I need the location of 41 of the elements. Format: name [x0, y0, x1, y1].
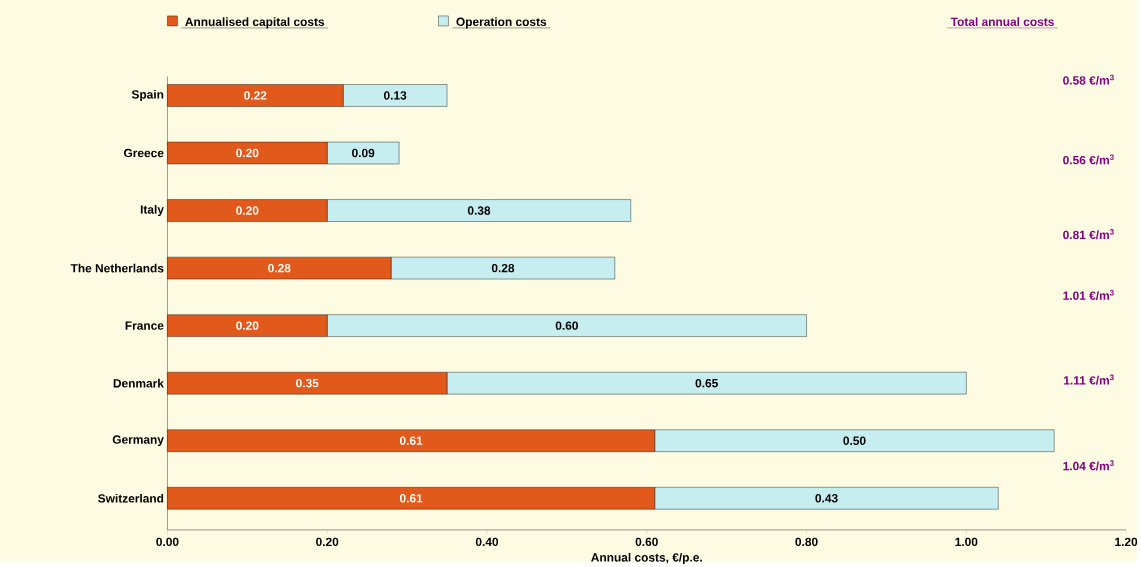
y-tick-label: Germany: [112, 435, 164, 446]
data-label: 0.20: [236, 148, 259, 158]
x-tick-label: 0.00: [156, 537, 179, 546]
data-label: 0.61: [399, 436, 423, 445]
legend-label: Operation costs: [456, 17, 547, 29]
x-tick-label: 0.60: [635, 537, 658, 546]
data-label: 0.65: [695, 378, 718, 388]
x-tick-label: 1.00: [955, 537, 978, 546]
data-label: 0.20: [236, 206, 259, 215]
y-tick-label: The Netherlands: [70, 263, 164, 273]
data-label: 0.28: [491, 263, 515, 273]
data-label: 0.13: [383, 91, 407, 100]
y-tick-label: Switzerland: [98, 493, 164, 503]
data-label: 0.20: [236, 321, 259, 330]
x-tick-label: 0.20: [316, 537, 339, 546]
data-label: 0.09: [352, 148, 375, 158]
annotation: 0.81 €/m$^{3}$: [1063, 228, 1114, 240]
annotation: 1.01 €/m$^{3}$: [1063, 289, 1114, 300]
data-label: 0.50: [843, 436, 866, 445]
data-label: 0.61: [399, 493, 423, 503]
y-tick-label: France: [125, 321, 164, 330]
data-label: 0.35: [296, 378, 319, 388]
annotation: 1.11 €/m$^{3}$: [1064, 374, 1114, 385]
data-label: 0.38: [467, 206, 491, 215]
data-label: 0.22: [244, 91, 267, 100]
annotation: 1.04 €/m$^{3}$: [1063, 460, 1114, 471]
legend-label: Annualised capital costs: [185, 17, 325, 29]
y-tick-label: Denmark: [113, 378, 164, 388]
data-label: 0.28: [268, 263, 291, 273]
y-tick-label: Italy: [140, 204, 164, 216]
y-tick-label: Spain: [131, 89, 164, 101]
data-label: 0.43: [815, 493, 838, 503]
x-tick-label: 0.40: [475, 537, 499, 546]
text: Total annual costs: [950, 17, 1054, 26]
annotation: 0.58 €/m$^{3}$: [1063, 74, 1114, 85]
data-label: 0.60: [555, 321, 578, 330]
x-tick-label: 1.20: [1115, 537, 1138, 546]
annotation: 0.56 €/m$^{3}$: [1063, 154, 1114, 165]
y-tick-label: Greece: [124, 148, 164, 158]
x-tick-label: 0.80: [795, 537, 818, 546]
x-axis-title: Annual costs, €/p.e.: [591, 552, 702, 564]
